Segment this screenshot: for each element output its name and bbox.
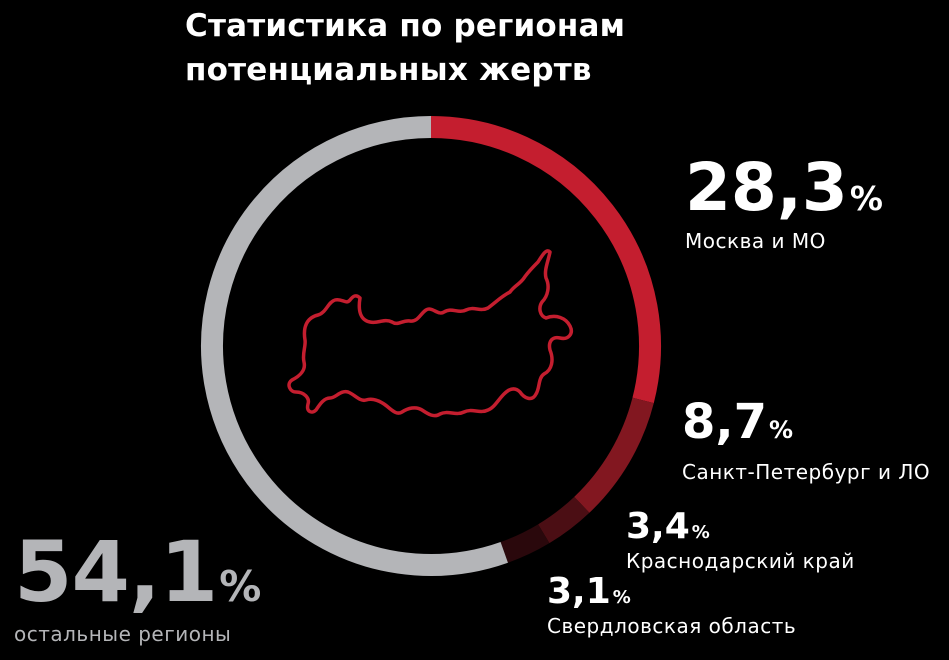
value-moscow-number: 28,3 [685,149,848,226]
slice-sverdlovsk [500,524,550,563]
value-moscow-unit: % [849,179,883,218]
value-krasnodar: 3,4% [626,509,855,545]
slice-spb [574,397,654,513]
value-other: 54,1% [14,530,261,614]
name-krasnodar: Краснодарский край [626,549,855,573]
label-spb: 8,7% Санкт-Петербург и ЛО [682,398,930,484]
donut-ring [201,116,661,576]
value-spb: 8,7% [682,398,930,446]
value-other-number: 54,1 [14,523,218,621]
name-sverdlovsk: Свердловская область [547,614,797,638]
value-spb-number: 8,7 [682,394,768,450]
name-other: остальные регионы [14,622,232,646]
label-moscow: 28,3% Москва и МО [685,155,883,254]
label-other: 54,1% остальные регионы [14,530,261,646]
title-line-2: потенциальных жертв [185,52,592,88]
slice-other [201,116,508,576]
value-moscow: 28,3% [685,155,883,221]
russia-map-outline-icon [287,249,573,418]
value-other-unit: % [219,562,261,611]
name-moscow: Москва и МО [685,229,826,253]
slice-krasnodar [537,496,590,544]
value-krasnodar-unit: % [691,522,710,543]
title-line-1: Статистика по регионам [185,8,626,44]
chart-title: Статистика по регионам потенциальных жер… [185,4,625,92]
value-spb-unit: % [769,416,794,444]
value-sverdlovsk-unit: % [612,587,631,608]
label-krasnodar: 3,4% Краснодарский край [626,509,855,574]
label-sverdlovsk: 3,1% Свердловская область [547,574,797,639]
value-sverdlovsk: 3,1% [547,574,796,610]
slice-moscow [430,116,661,404]
value-sverdlovsk-number: 3,1 [547,571,611,612]
value-krasnodar-number: 3,4 [626,506,690,547]
name-spb: Санкт-Петербург и ЛО [682,460,931,484]
